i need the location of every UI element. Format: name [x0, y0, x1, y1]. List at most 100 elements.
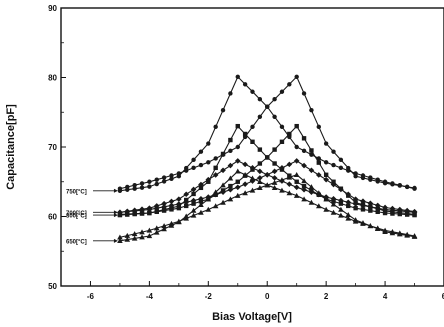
- data-point: [139, 211, 145, 216]
- data-point: [146, 233, 153, 239]
- y-tick-label: 90: [48, 4, 57, 13]
- data-point: [124, 232, 131, 238]
- data-point: [198, 162, 204, 168]
- data-point: [294, 144, 299, 150]
- data-point: [250, 139, 255, 144]
- y-axis-label: Capacitance[pF]: [5, 104, 17, 190]
- data-point: [154, 209, 159, 215]
- data-point: [271, 175, 278, 181]
- series-label-arrowhead: [113, 188, 118, 193]
- data-point: [390, 182, 395, 187]
- data-point: [286, 161, 293, 168]
- data-point: [279, 187, 285, 193]
- data-point: [250, 89, 255, 94]
- data-point: [293, 158, 300, 164]
- data-point: [345, 191, 352, 198]
- data-point: [330, 201, 337, 207]
- data-point: [191, 165, 196, 171]
- data-point: [309, 148, 314, 153]
- data-point: [271, 185, 278, 191]
- data-point: [257, 147, 263, 152]
- data-point: [117, 209, 123, 216]
- data-point: [176, 171, 182, 176]
- data-point: [242, 131, 248, 137]
- data-point: [272, 161, 277, 166]
- data-point: [346, 203, 351, 209]
- data-point: [131, 208, 138, 214]
- data-point: [228, 148, 233, 154]
- data-point: [367, 223, 374, 229]
- data-point: [404, 184, 410, 189]
- x-tick-label: 6: [442, 292, 444, 301]
- data-point: [153, 229, 160, 235]
- data-point: [287, 131, 292, 137]
- data-point: [279, 165, 285, 171]
- data-point: [242, 172, 248, 177]
- data-point: [272, 97, 277, 102]
- data-point: [184, 168, 189, 173]
- data-point: [212, 203, 219, 209]
- data-point: [374, 226, 381, 232]
- data-point: [205, 176, 212, 183]
- data-point: [220, 199, 226, 205]
- data-point: [257, 114, 263, 119]
- data-point: [168, 220, 175, 226]
- data-point: [191, 201, 196, 206]
- data-point: [316, 156, 321, 161]
- data-point: [161, 203, 167, 210]
- data-point: [293, 172, 300, 177]
- data-point: [404, 207, 410, 214]
- data-point: [198, 209, 204, 215]
- data-point: [132, 186, 137, 191]
- data-point: [220, 182, 226, 188]
- data-point: [368, 208, 373, 213]
- data-point: [139, 234, 145, 240]
- data-point: [397, 231, 403, 237]
- data-point: [183, 199, 190, 206]
- data-point: [212, 191, 219, 198]
- data-point: [368, 177, 373, 182]
- data-point: [227, 186, 234, 193]
- data-point: [265, 104, 270, 109]
- series-label: 700[°C]: [66, 211, 87, 217]
- data-point: [220, 151, 226, 157]
- data-point: [235, 123, 240, 129]
- data-point: [293, 192, 300, 198]
- x-tick-label: -2: [205, 292, 213, 301]
- data-point: [315, 172, 322, 178]
- data-point: [257, 185, 263, 191]
- data-point: [264, 182, 271, 188]
- data-point: [212, 172, 219, 178]
- data-point: [176, 205, 182, 211]
- data-point: [198, 181, 204, 188]
- data-point: [124, 236, 131, 242]
- data-point: [309, 152, 314, 157]
- data-point: [242, 190, 248, 196]
- y-tick-label: 50: [48, 282, 57, 291]
- data-point: [234, 192, 241, 198]
- y-tick-label: 80: [48, 74, 57, 83]
- data-point: [330, 195, 337, 202]
- data-point: [139, 185, 145, 190]
- data-point: [242, 161, 248, 168]
- data-point: [131, 231, 138, 237]
- data-point: [323, 176, 329, 183]
- data-point: [412, 185, 417, 191]
- data-point: [213, 165, 218, 171]
- data-point: [131, 235, 138, 241]
- series-labels: 750[°C] 800[°C]700[°C] 650[°C]: [66, 188, 118, 245]
- data-point: [338, 212, 344, 218]
- data-point: [176, 201, 182, 207]
- data-point: [249, 165, 256, 171]
- data-point: [249, 175, 256, 181]
- data-point: [301, 162, 307, 169]
- data-point: [265, 155, 270, 160]
- data-point: [338, 186, 344, 193]
- data-point: [213, 156, 218, 161]
- data-point: [190, 207, 197, 213]
- data-point: [153, 205, 160, 211]
- axis-ticks: -6 -4 -2 0 2 4 6 50 60 70 80 90: [48, 4, 444, 301]
- series-label-arrowhead: [113, 238, 118, 243]
- data-point: [168, 202, 175, 209]
- data-point: [176, 196, 182, 202]
